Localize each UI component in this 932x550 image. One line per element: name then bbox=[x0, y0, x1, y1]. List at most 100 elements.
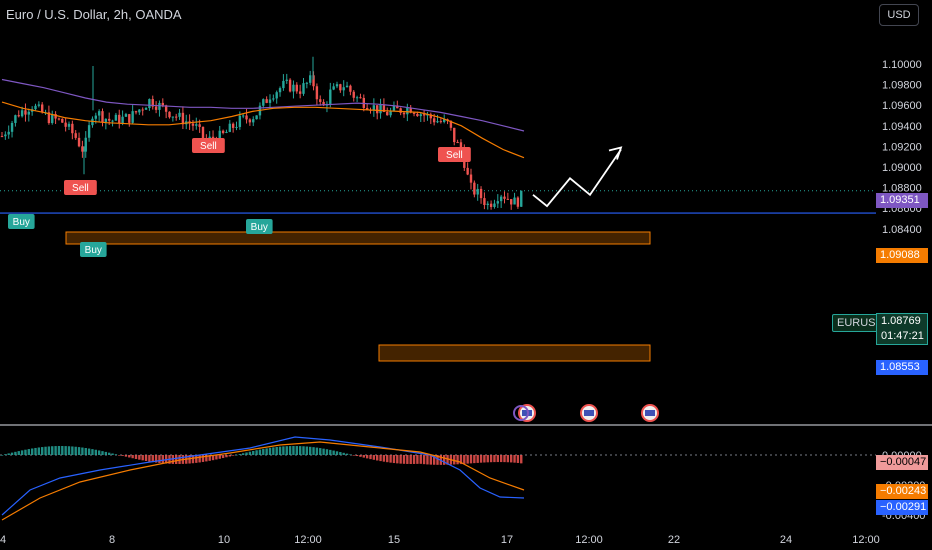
macd-histogram-bar bbox=[298, 446, 302, 455]
macd-histogram-bar bbox=[265, 448, 268, 455]
macd-histogram-bar bbox=[118, 455, 121, 456]
candle bbox=[34, 103, 37, 111]
candle bbox=[469, 168, 473, 190]
candle bbox=[27, 108, 30, 122]
macd-histogram-bar bbox=[248, 451, 252, 455]
candle-body bbox=[285, 79, 288, 81]
candle-body bbox=[218, 130, 221, 144]
event-flag-stripe bbox=[584, 410, 594, 416]
candle bbox=[245, 109, 248, 124]
candle bbox=[516, 196, 520, 209]
candle bbox=[54, 111, 57, 124]
event-flag-stripe bbox=[645, 410, 655, 416]
candle-body bbox=[138, 109, 141, 113]
time-axis-label: 8 bbox=[109, 534, 115, 546]
candle-body bbox=[94, 115, 97, 119]
candle bbox=[158, 100, 161, 117]
candle-body bbox=[255, 115, 258, 120]
macd-histogram-bar bbox=[389, 455, 392, 463]
candle-body bbox=[144, 107, 148, 110]
price-axis-label: 1.10000 bbox=[882, 59, 922, 71]
candle bbox=[429, 112, 432, 124]
buy-signal: Buy bbox=[8, 214, 35, 229]
candle-body bbox=[195, 124, 198, 126]
candle bbox=[191, 119, 195, 131]
candle bbox=[144, 106, 148, 110]
candle-body bbox=[459, 142, 463, 151]
sell-signal-label: Sell bbox=[200, 141, 217, 152]
candle-body bbox=[54, 114, 57, 119]
macd-histogram-bar bbox=[332, 450, 335, 455]
macd-histogram-bar bbox=[94, 449, 97, 455]
macd-histogram-bar bbox=[175, 455, 178, 464]
candle-body bbox=[262, 99, 265, 106]
candle-body bbox=[252, 119, 255, 123]
macd-histogram-bar bbox=[97, 450, 101, 455]
candle-body bbox=[372, 105, 376, 111]
candle-body bbox=[64, 122, 67, 127]
macd-histogram-bar bbox=[309, 446, 312, 455]
candle-body bbox=[0, 136, 4, 138]
candle bbox=[124, 112, 128, 117]
candle-body bbox=[81, 146, 84, 152]
time-axis-label: 17 bbox=[501, 534, 513, 546]
us-event-icon bbox=[641, 404, 659, 422]
macd-histogram-bar bbox=[77, 447, 81, 455]
candle-body bbox=[181, 112, 185, 125]
candle bbox=[493, 199, 496, 209]
candle-body bbox=[27, 111, 30, 115]
candle-body bbox=[235, 126, 238, 128]
chart-title: Euro / U.S. Dollar, 2h, OANDA bbox=[6, 7, 182, 22]
candle bbox=[131, 105, 134, 124]
macd-histogram-bar bbox=[352, 455, 355, 456]
candle-body bbox=[469, 174, 473, 183]
candle-body bbox=[443, 119, 446, 122]
macd-histogram-bar bbox=[30, 448, 34, 455]
macd-histogram-bar bbox=[238, 454, 242, 455]
macd-histogram-bar bbox=[345, 453, 349, 455]
macd-histogram-bar bbox=[27, 449, 30, 455]
candle-body bbox=[24, 110, 27, 115]
macd-histogram-bar bbox=[141, 455, 144, 461]
sell-signal-box bbox=[64, 180, 97, 195]
candle bbox=[372, 98, 376, 117]
macd-histogram-bar bbox=[205, 455, 208, 462]
candle-body bbox=[376, 105, 379, 114]
candle-body bbox=[409, 107, 412, 113]
candle-body bbox=[47, 112, 51, 124]
macd-histogram-bar bbox=[57, 446, 61, 455]
macd-histogram-bar bbox=[392, 455, 396, 464]
buy-signal-label: Buy bbox=[13, 217, 30, 228]
candle-body bbox=[7, 131, 10, 135]
price-axis-label: 1.09400 bbox=[882, 121, 922, 133]
macd-histogram-bar bbox=[288, 446, 292, 455]
candle-body bbox=[309, 75, 312, 83]
candle bbox=[185, 114, 188, 130]
candle bbox=[396, 100, 399, 109]
macd-histogram-bar bbox=[228, 455, 231, 457]
macd-histogram-bar bbox=[138, 455, 141, 460]
candle-body bbox=[305, 82, 309, 84]
macd-histogram-bar bbox=[506, 455, 510, 463]
candle bbox=[231, 122, 235, 133]
candle-body bbox=[399, 108, 402, 113]
macd-histogram-bar bbox=[262, 448, 265, 455]
candle bbox=[248, 118, 252, 126]
macd-histogram-bar bbox=[386, 455, 389, 463]
macd-line bbox=[1, 436, 525, 516]
macd-histogram-bar bbox=[104, 451, 108, 455]
candle bbox=[278, 86, 282, 97]
macd-histogram-bar bbox=[463, 455, 466, 464]
macd-histogram-bar bbox=[128, 455, 131, 458]
macd-histogram-bar bbox=[459, 455, 463, 465]
price-axis-label: 1.08800 bbox=[882, 183, 922, 195]
macd-histogram-bar bbox=[24, 449, 27, 455]
candle bbox=[114, 112, 118, 121]
candle-body bbox=[392, 105, 396, 111]
macd-histogram-bar bbox=[252, 450, 255, 455]
currency-button[interactable]: USD bbox=[879, 4, 919, 26]
candle bbox=[4, 131, 7, 140]
candle-body bbox=[20, 110, 24, 117]
time-axis-label: 12:00 bbox=[294, 534, 322, 546]
